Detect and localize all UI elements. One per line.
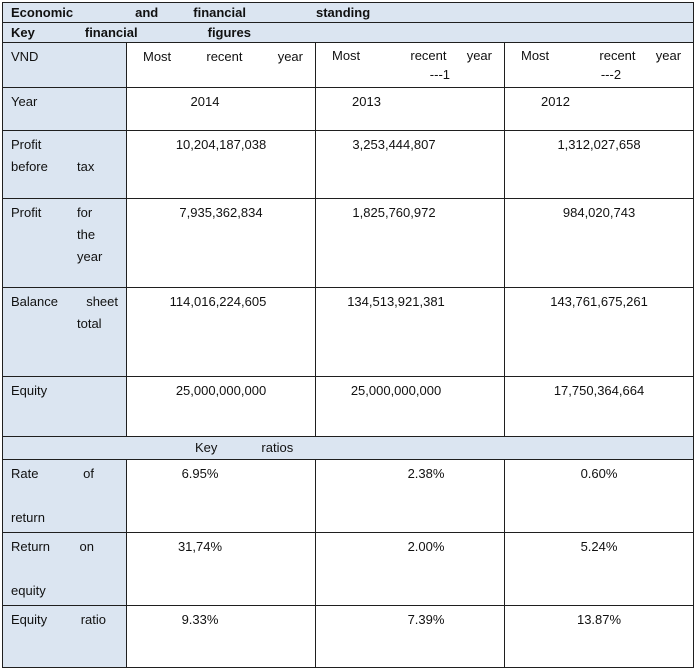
- value-equity-ratio-2: 7.39%: [315, 605, 505, 668]
- value-return-on-equity-2: 2.00%: [315, 532, 505, 606]
- ratios-header-row: Key ratios: [1, 436, 695, 460]
- table-row: Profit before tax 10,204,187,038 3,253,44…: [2, 130, 695, 199]
- value-rate-of-return-3: 0.60%: [503, 459, 695, 533]
- subtitle-row: Key financial figures: [1, 22, 695, 43]
- value-profit-before-tax-1: 10,204,187,038: [126, 130, 316, 199]
- value-equity-ratio-1: 9.33%: [126, 605, 316, 668]
- value-profit-before-tax-2: 3,253,444,807: [315, 130, 505, 199]
- value-balance-sheet-total-3: 143,761,675,261: [503, 287, 695, 377]
- value-year-3: 2012: [503, 87, 695, 131]
- value-rate-of-return-1: 6.95%: [126, 459, 316, 533]
- ratios-header: Key ratios: [1, 436, 695, 460]
- value-rate-of-return-2: 2.38%: [315, 459, 505, 533]
- row-label-year: Year: [2, 87, 127, 131]
- value-profit-for-year-1: 7,935,362,834: [126, 198, 316, 288]
- value-year-2: 2013: [315, 87, 505, 131]
- table-row: Rate of return 6.95% 2.38% 0.60%: [2, 459, 695, 533]
- value-profit-before-tax-3: 1,312,027,658: [503, 130, 695, 199]
- value-equity-2: 25,000,000,000: [315, 376, 505, 437]
- row-label-rate-of-return: Rate of return: [2, 459, 127, 533]
- row-label-profit-before-tax: Profit before tax: [2, 130, 127, 199]
- column-header-minus-1: Most recent year ---1: [315, 42, 505, 88]
- column-header-row: VND Most recent year Most recent year --…: [2, 42, 695, 88]
- unit-label: VND: [2, 42, 127, 88]
- table-title: Economic and financial standing: [1, 2, 695, 23]
- value-year-1: 2014: [126, 87, 316, 131]
- row-label-return-on-equity: Return on equity: [2, 532, 127, 606]
- table-row: Equity ratio 9.33% 7.39% 13.87%: [2, 605, 695, 668]
- value-balance-sheet-total-1: 114,016,224,605: [126, 287, 316, 377]
- value-return-on-equity-1: 31,74%: [126, 532, 316, 606]
- column-header-current: Most recent year: [126, 42, 316, 88]
- table-row: Return on equity 31,74% 2.00% 5.24%: [2, 532, 695, 606]
- row-label-balance-sheet-total: Balance sheet total: [2, 287, 127, 377]
- value-profit-for-year-3: 984,020,743: [503, 198, 695, 288]
- value-balance-sheet-total-2: 134,513,921,381: [315, 287, 505, 377]
- table-row: Equity 25,000,000,000 25,000,000,000 17,…: [2, 376, 695, 437]
- value-equity-1: 25,000,000,000: [126, 376, 316, 437]
- table-subtitle: Key financial figures: [1, 22, 695, 43]
- value-equity-3: 17,750,364,664: [503, 376, 695, 437]
- row-label-equity: Equity: [2, 376, 127, 437]
- column-header-minus-2: Most recent year ---2: [503, 42, 695, 88]
- value-profit-for-year-2: 1,825,760,972: [315, 198, 505, 288]
- row-label-equity-ratio: Equity ratio: [2, 605, 127, 668]
- table-row: Profit for the year 7,935,362,834 1,825,7…: [2, 198, 695, 288]
- value-return-on-equity-3: 5.24%: [503, 532, 695, 606]
- table-row: Balance sheet total 114,016,224,605 134,5…: [2, 287, 695, 377]
- value-equity-ratio-3: 13.87%: [503, 605, 695, 668]
- table-row: Year 2014 2013 2012: [2, 87, 695, 131]
- row-label-profit-for-year: Profit for the year: [2, 198, 127, 288]
- title-row: Economic and financial standing: [1, 2, 695, 23]
